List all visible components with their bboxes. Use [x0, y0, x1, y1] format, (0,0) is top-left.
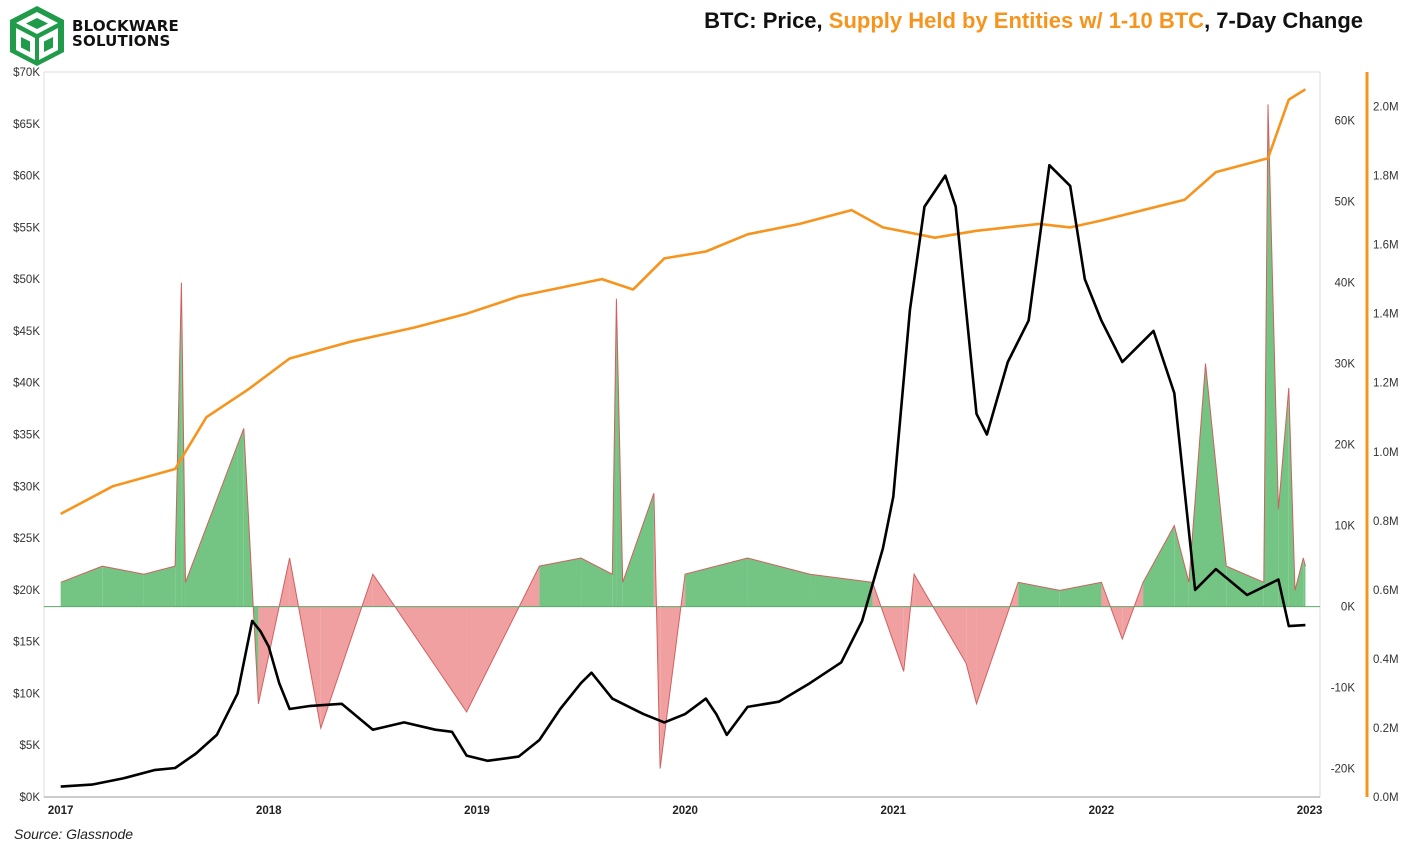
change-area-segment: [1303, 558, 1306, 607]
change-area-segment: [747, 558, 811, 607]
left-tick-label: $65K: [13, 119, 40, 131]
left-tick-label: $50K: [13, 274, 40, 286]
x-tick-label: 2017: [48, 805, 74, 817]
mid-tick-label: 30K: [1335, 359, 1356, 371]
right-tick-label: 0.0M: [1373, 792, 1399, 804]
supply-series: [60, 88, 1307, 516]
price-line: [60, 163, 1306, 788]
change-series: [44, 104, 1320, 769]
mid-tick-label: 0K: [1341, 602, 1355, 614]
supply-line: [60, 88, 1307, 516]
left-tick-label: $70K: [13, 67, 40, 79]
change-area-segment: [1267, 104, 1279, 607]
mid-tick-label: 40K: [1335, 278, 1356, 290]
change-area-segment: [581, 558, 613, 607]
mid-tick-label: 50K: [1335, 197, 1356, 209]
plot-frame: [43, 71, 1369, 798]
change-area-segment: [622, 493, 654, 607]
x-tick-label: 2019: [464, 805, 490, 817]
right-tick-label: 1.6M: [1373, 240, 1399, 252]
left-tick-label: $45K: [13, 326, 40, 338]
title-part1: BTC: Price,: [704, 8, 829, 33]
change-area-segment: [1174, 525, 1189, 607]
change-area-segment: [1278, 387, 1289, 607]
x-tick-label: 2018: [256, 805, 282, 817]
mid-tick-label: -10K: [1331, 683, 1356, 695]
change-area-segment: [102, 566, 144, 607]
right-tick-label: 0.4M: [1373, 654, 1399, 666]
x-tick-label: 2020: [672, 805, 698, 817]
brand-line1: BLOCKWARE: [72, 17, 179, 35]
left-tick-label: $25K: [13, 533, 40, 545]
brand-line2: SOLUTIONS: [72, 32, 171, 50]
change-area-segment: [685, 558, 748, 607]
mid-tick-label: 20K: [1335, 440, 1356, 452]
axis-left-price: $0K $5K $10K $15K $20K $25K $30K $35K $40K $45K $5…: [13, 67, 40, 804]
left-tick-label: $35K: [13, 430, 40, 442]
x-tick-label: 2023: [1297, 805, 1323, 817]
left-tick-label: $60K: [13, 171, 40, 183]
left-tick-label: $20K: [13, 585, 40, 597]
left-tick-label: $55K: [13, 222, 40, 234]
brand-logo: BLOCKWARE SOLUTIONS: [6, 4, 179, 68]
right-tick-label: 0.2M: [1373, 723, 1399, 735]
change-area-segment: [1226, 566, 1264, 607]
left-tick-label: $0K: [20, 792, 41, 804]
axis-right-supply: 0.0M 0.2M 0.4M 0.6M 0.8M 1.0M 1.2M 1.4M 1.6M 1.8M…: [1373, 102, 1399, 804]
change-area-segment: [237, 428, 244, 607]
mid-tick-label: 10K: [1335, 521, 1356, 533]
change-area-segment: [60, 566, 103, 607]
right-tick-label: 1.4M: [1373, 309, 1399, 321]
change-area-segment: [539, 558, 582, 607]
change-area-segment: [143, 566, 176, 607]
title-part3: , 7-Day Change: [1204, 8, 1363, 33]
chart-title: BTC: Price, Supply Held by Entities w/ 1…: [704, 8, 1363, 34]
price-series: [60, 163, 1306, 788]
left-tick-label: $40K: [13, 378, 40, 390]
change-area-segment: [810, 574, 873, 607]
change-area-segment: [185, 444, 238, 607]
mid-tick-label: -20K: [1331, 764, 1356, 776]
x-tick-label: 2021: [880, 805, 906, 817]
left-tick-label: $10K: [13, 688, 40, 700]
change-area-segment: [1143, 525, 1175, 607]
right-tick-label: 0.6M: [1373, 585, 1399, 597]
title-part2: Supply Held by Entities w/ 1-10 BTC: [828, 8, 1205, 33]
source-note: Source: Glassnode: [14, 826, 134, 842]
mid-tick-label: 60K: [1335, 116, 1356, 128]
change-area-segment: [1295, 558, 1304, 607]
x-tick-label: 2022: [1089, 805, 1115, 817]
cube-logo-icon: [10, 6, 64, 66]
right-tick-label: 2.0M: [1373, 102, 1399, 114]
right-tick-label: 1.0M: [1373, 447, 1399, 459]
change-area-segment: [1205, 363, 1227, 607]
right-tick-label: 1.2M: [1373, 378, 1399, 390]
right-tick-label: 0.8M: [1373, 516, 1399, 528]
right-tick-label: 1.8M: [1373, 171, 1399, 183]
axis-x-time: 2017 2018 2019 2020 2021 2022 2023: [48, 805, 1323, 817]
axis-change: -20K -10K 0K 10K 20K 30K 40K 50K 60K: [1331, 116, 1356, 776]
left-tick-label: $15K: [13, 637, 40, 649]
change-area-segment: [966, 606, 977, 704]
change-line: [60, 104, 1306, 769]
left-tick-label: $5K: [20, 740, 41, 752]
left-tick-label: $30K: [13, 481, 40, 493]
